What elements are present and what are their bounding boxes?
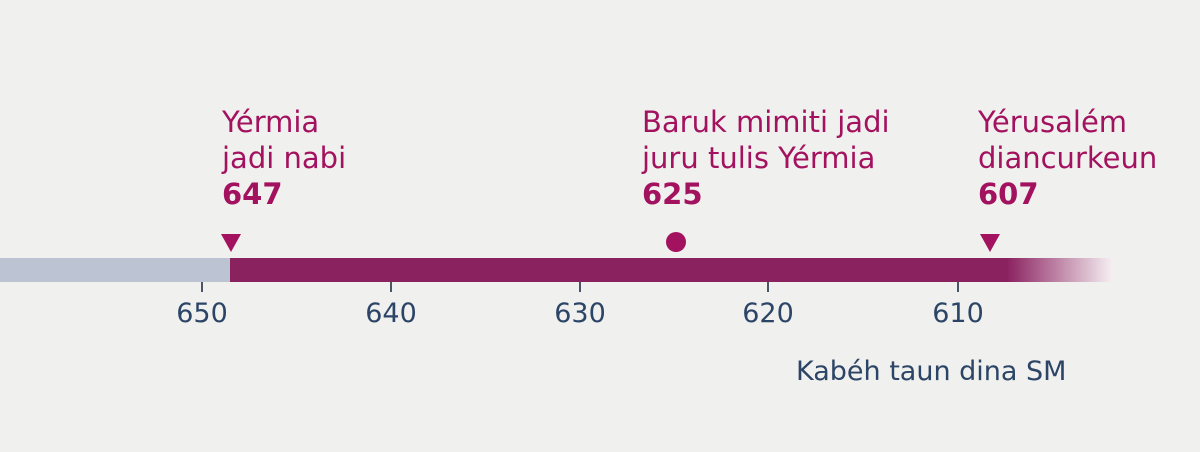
event-647: Yérmia jadi nabi 647 bbox=[222, 104, 346, 212]
event-year: 607 bbox=[978, 177, 1039, 211]
event-year: 625 bbox=[642, 177, 703, 211]
tick-label: 640 bbox=[365, 298, 417, 329]
event-label-line1: Yérusalém bbox=[978, 105, 1128, 139]
timeline-before-bar bbox=[0, 258, 230, 282]
event-625: Baruk mimiti jadi juru tulis Yérmia 625 bbox=[642, 104, 890, 212]
tick-label: 630 bbox=[554, 298, 606, 329]
triangle-marker-icon bbox=[980, 234, 1000, 252]
axis-tick bbox=[957, 282, 959, 292]
event-label-line2: juru tulis Yérmia bbox=[642, 141, 876, 175]
tick-label: 610 bbox=[932, 298, 984, 329]
axis-tick bbox=[390, 282, 392, 292]
timeline-bar bbox=[230, 258, 1113, 282]
axis-tick bbox=[201, 282, 203, 292]
event-607: Yérusalém diancurkeun 607 bbox=[978, 104, 1157, 212]
circle-marker-icon bbox=[666, 232, 686, 252]
tick-label: 650 bbox=[176, 298, 228, 329]
event-label-line2: diancurkeun bbox=[978, 141, 1158, 175]
event-label-line1: Baruk mimiti jadi bbox=[642, 105, 890, 139]
tick-label: 620 bbox=[742, 298, 794, 329]
event-year: 647 bbox=[222, 177, 283, 211]
axis-tick bbox=[579, 282, 581, 292]
axis-unit-label: Kabéh taun dina SM bbox=[796, 356, 1067, 387]
axis-tick bbox=[767, 282, 769, 292]
event-label-line1: Yérmia bbox=[222, 105, 320, 139]
event-label-line2: jadi nabi bbox=[222, 141, 347, 175]
triangle-marker-icon bbox=[221, 234, 241, 252]
